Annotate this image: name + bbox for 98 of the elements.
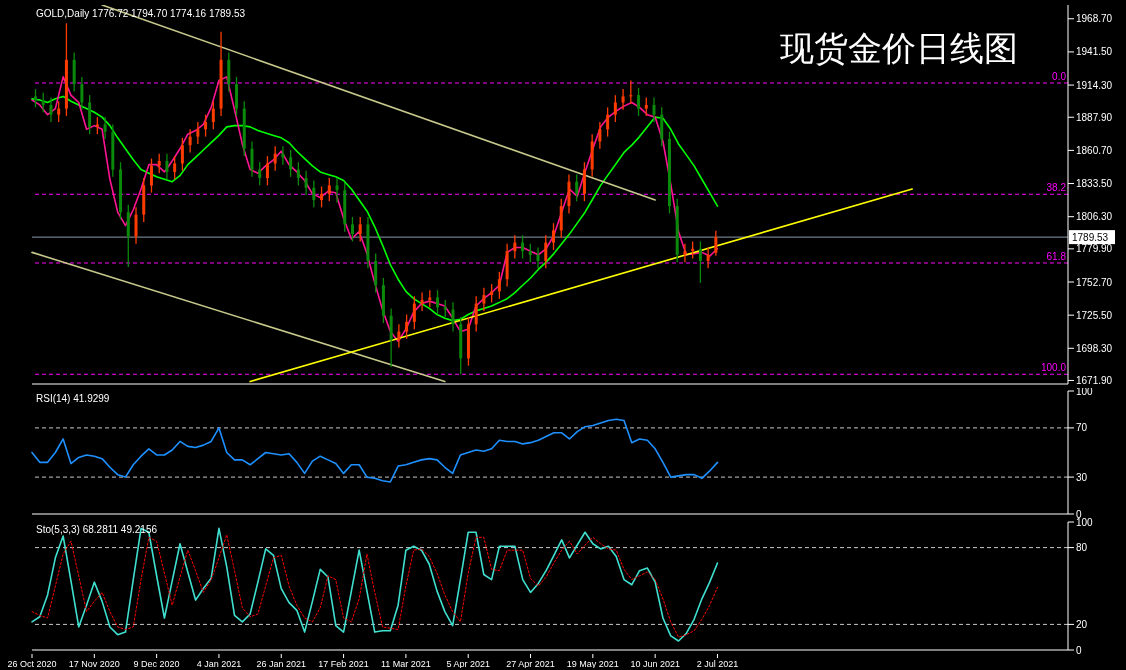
candlestick: [706, 246, 710, 269]
candlestick: [451, 301, 455, 333]
candlestick: [358, 216, 362, 243]
text: 现货金价日线图: [780, 27, 1018, 70]
candlestick: [273, 145, 277, 172]
y-tick-label: 0: [1076, 644, 1082, 656]
line-series: [31, 418, 719, 483]
candlestick: [258, 161, 262, 187]
annotation: 38.2: [1046, 182, 1067, 194]
candlestick: [490, 283, 494, 303]
candlestick: [57, 100, 61, 123]
candlestick: [474, 295, 478, 333]
candlestick: [683, 243, 687, 263]
candlestick: [180, 137, 184, 172]
y-tick-label: 70: [1076, 422, 1088, 434]
candlestick: [652, 96, 656, 123]
x-tick-label: 19 May 2021: [566, 659, 619, 669]
candlestick: [436, 289, 440, 316]
candlestick: [41, 92, 45, 113]
candlestick: [698, 240, 702, 284]
candlestick: [327, 177, 331, 202]
candlestick: [196, 121, 200, 145]
y-tick-label: 1968.70: [1076, 13, 1113, 25]
y-tick-label: 1779.90: [1076, 243, 1113, 255]
candlestick: [80, 76, 84, 111]
x-tick-label: 26 Jan 2021: [256, 659, 307, 669]
candlestick: [412, 295, 416, 330]
candlestick: [49, 96, 53, 123]
candlestick: [613, 94, 617, 123]
ref-line-label: 1789.53: [1072, 232, 1109, 244]
y-tick-label: 1752.70: [1076, 276, 1113, 288]
y-tick-label: 1833.50: [1076, 178, 1113, 190]
candlestick: [575, 173, 579, 202]
candlestick: [405, 313, 409, 340]
x-tick-label: 11 Mar 2021: [380, 659, 431, 669]
x-tick-label: 2 Jul 2021: [696, 659, 739, 669]
candlestick: [265, 155, 269, 187]
candlestick: [320, 185, 324, 208]
x-tick-label: 17 Feb 2021: [318, 659, 369, 669]
y-tick-label: 1887.90: [1076, 111, 1113, 123]
y-tick-label: 1698.30: [1076, 342, 1113, 354]
y-tick-label: 1860.70: [1076, 144, 1113, 156]
candlestick: [157, 153, 161, 174]
chart-title: RSI(14) 41.9299: [36, 393, 110, 404]
candlestick: [204, 114, 208, 138]
candlestick: [606, 106, 610, 138]
candlestick: [621, 88, 625, 111]
candlestick: [188, 128, 192, 154]
candlestick: [714, 230, 718, 257]
candlestick: [296, 161, 300, 187]
candlestick: [165, 153, 169, 180]
y-tick-label: 1671.90: [1076, 375, 1113, 387]
y-tick-label: 1941.50: [1076, 46, 1113, 58]
candlestick: [644, 96, 648, 117]
candlestick: [637, 87, 641, 117]
annotation: 61.8: [1046, 250, 1067, 262]
x-tick-label: 5 Apr 2021: [446, 659, 490, 669]
candlestick: [289, 149, 293, 178]
x-tick-label: 9 Dec 2020: [133, 659, 180, 669]
y-tick-label: 30: [1076, 471, 1088, 483]
candlestick: [482, 287, 486, 312]
candlestick: [513, 234, 517, 260]
candlestick: [528, 243, 532, 263]
y-tick-label: 1806.30: [1076, 211, 1113, 223]
y-tick-label: 80: [1076, 542, 1088, 554]
x-tick-label: 4 Jan 2021: [196, 659, 242, 669]
candlestick: [173, 155, 177, 180]
candlestick: [235, 76, 239, 117]
chart-subtitle: GOLD,Daily 1776.72 1794.70 1774.16 1789.53: [36, 8, 246, 19]
candlestick: [250, 140, 254, 178]
y-tick-label: 1725.50: [1076, 309, 1113, 321]
candlestick: [134, 206, 138, 245]
candlestick: [497, 271, 501, 300]
candlestick: [149, 157, 153, 194]
candlestick: [335, 177, 339, 204]
annotation: 100.0: [1040, 362, 1067, 374]
candlestick: [552, 222, 555, 251]
x-tick-label: 26 Oct 2020: [7, 659, 57, 669]
candlestick: [521, 234, 525, 260]
chart-title: Sto(5,3,3) 68.2811 49.2156: [36, 524, 158, 535]
x-tick-label: 27 Apr 2021: [506, 659, 555, 669]
candlestick: [420, 291, 424, 312]
candlestick: [536, 246, 540, 269]
y-tick-label: 20: [1076, 618, 1088, 630]
y-tick-label: 1914.30: [1076, 79, 1113, 91]
candlestick: [312, 179, 316, 208]
candlestick: [397, 323, 401, 349]
candlestick: [211, 100, 215, 130]
candlestick: [304, 170, 308, 196]
annotation: 0.0: [1052, 70, 1067, 82]
candlestick: [350, 216, 354, 243]
candlestick: [544, 234, 548, 269]
x-tick-label: 17 Nov 2020: [68, 659, 120, 669]
candlestick: [103, 116, 107, 140]
x-tick-label: 10 Jun 2021: [630, 659, 680, 669]
candlestick: [598, 121, 602, 150]
candlestick: [34, 88, 37, 109]
y-tick-label: 100: [1076, 385, 1094, 397]
